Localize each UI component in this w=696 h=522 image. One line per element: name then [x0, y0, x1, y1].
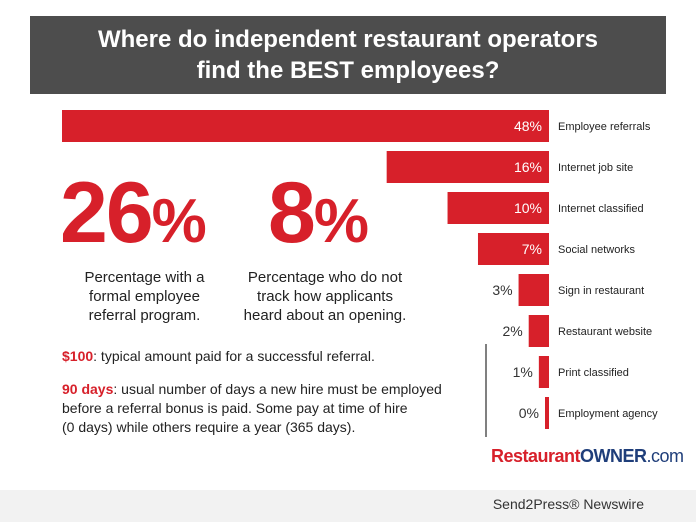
category-label: Print classified	[558, 367, 629, 379]
category-label: Internet classified	[558, 203, 644, 215]
bar-value-label: 48%	[514, 118, 542, 134]
header-banner: Where do independent restaurant operator…	[30, 16, 666, 94]
bonus-days-text: before a referral bonus is paid. Some pa…	[62, 400, 408, 416]
category-label: Social networks	[558, 244, 636, 256]
header-title-line1: Where do independent restaurant operator…	[97, 26, 599, 53]
bar-internet-job-site	[386, 151, 549, 183]
stat-referral-program-label: Percentage with a formal employee referr…	[62, 268, 227, 325]
category-label: Sign in restaurant	[558, 285, 644, 297]
bar-value-label: 2%	[502, 323, 522, 339]
stat-label-line: Percentage who do not	[247, 269, 403, 286]
bonus-days-note: 90 days: usual number of days a new hire…	[62, 380, 442, 437]
bar-internet-classified	[447, 192, 549, 224]
stat-not-tracked-label: Percentage who do not track how applican…	[236, 268, 414, 325]
logo-text: .com	[646, 446, 685, 466]
bar-value-label: 16%	[514, 159, 542, 175]
stat-value-unit: %	[151, 187, 207, 256]
bar-restaurant-website	[528, 315, 549, 347]
referral-amount-highlight: $100	[62, 348, 94, 364]
category-label: Restaurant website	[558, 326, 652, 338]
stat-label-line: heard about an opening.	[243, 307, 407, 324]
bar-employee-referrals	[62, 110, 549, 142]
bar-value-label: 0%	[519, 405, 539, 421]
footer-bar: Send2Press® Newswire	[0, 490, 696, 522]
bar-value-label: 3%	[492, 282, 512, 298]
bar-chart: 48% Employee referrals 16% Internet job sit…	[62, 110, 658, 437]
logo-text: OWNER	[580, 446, 647, 466]
stat-label-line: formal employee	[89, 288, 200, 305]
bonus-days-highlight: 90 days	[62, 381, 114, 397]
stat-referral-program-value: 26%	[60, 170, 207, 265]
stat-label-line: referral program.	[88, 307, 201, 324]
stat-label-line: track how applicants	[257, 288, 393, 305]
bar-social-networks	[477, 233, 549, 265]
logo-text: Restaurant	[491, 446, 581, 466]
category-label: Employee referrals	[558, 121, 651, 133]
bar-sign-in-restaurant	[518, 274, 549, 306]
restaurant-owner-logo: RestaurantOWNER.com	[491, 446, 684, 467]
bonus-days-text: : usual number of days a new hire must b…	[113, 381, 442, 397]
bar-employment-agency	[545, 397, 549, 429]
bar-print-classified	[538, 356, 549, 388]
bar-value-label: 1%	[513, 364, 533, 380]
stat-value-number: 26	[60, 165, 154, 261]
category-label: Internet job site	[558, 162, 633, 174]
stat-value-unit: %	[313, 187, 369, 256]
stat-value-number: 8	[268, 165, 316, 261]
header-title-line2: find the BEST employees?	[196, 57, 500, 84]
stat-not-tracked-value: 8%	[268, 170, 369, 265]
category-label: Employment agency	[558, 408, 658, 420]
bar-value-label: 10%	[514, 200, 542, 216]
footer-credit: Send2Press® Newswire	[492, 496, 644, 512]
bar-value-label: 7%	[522, 241, 542, 257]
stat-label-line: Percentage with a	[84, 269, 205, 286]
referral-amount-note: $100: typical amount paid for a successf…	[62, 347, 375, 366]
bonus-days-text: (0 days) while others require a year (36…	[62, 419, 356, 435]
referral-amount-text: : typical amount paid for a successful r…	[93, 348, 375, 364]
